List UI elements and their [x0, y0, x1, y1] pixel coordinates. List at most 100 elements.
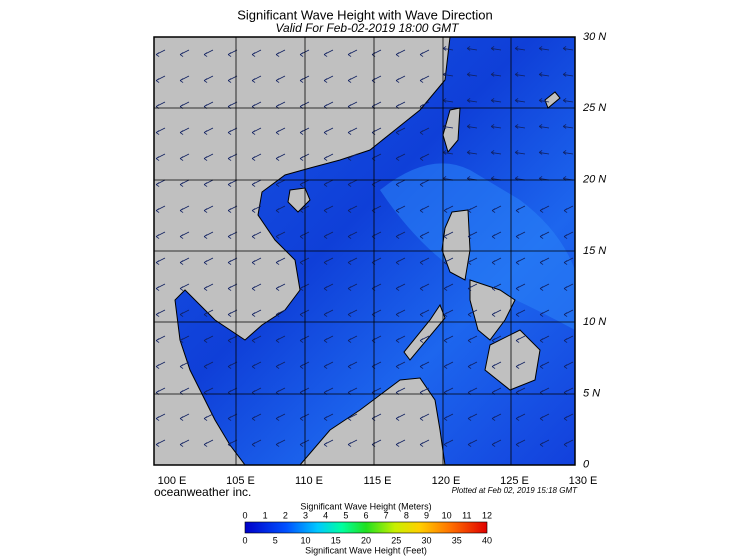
arrow — [179, 49, 190, 57]
feet-tick: 40 — [482, 535, 492, 545]
arrow — [515, 413, 526, 421]
arrow — [203, 283, 214, 291]
arrow — [395, 179, 406, 187]
arrow — [347, 75, 358, 83]
arrow — [562, 150, 574, 155]
lon-label: 105 E — [226, 475, 255, 487]
arrow — [563, 283, 574, 291]
arrow — [275, 257, 286, 265]
arrow — [227, 127, 238, 135]
arrow — [539, 283, 550, 291]
arrow — [275, 75, 286, 83]
arrow — [227, 205, 238, 213]
arrow — [299, 309, 310, 317]
arrow — [347, 231, 358, 239]
arrow — [539, 335, 550, 343]
meters-tick: 4 — [323, 510, 328, 520]
arrow — [467, 335, 478, 343]
arrow — [227, 413, 238, 421]
lat-label: 10 N — [583, 316, 606, 328]
arrow — [395, 127, 406, 135]
arrow — [514, 72, 526, 77]
arrow — [323, 127, 334, 135]
arrow — [227, 179, 238, 187]
arrow — [299, 257, 310, 265]
arrow — [323, 205, 334, 213]
arrow — [227, 361, 238, 369]
arrow — [539, 309, 550, 317]
arrow — [419, 283, 430, 291]
arrow — [251, 309, 262, 317]
arrow — [442, 150, 454, 155]
arrow — [227, 283, 238, 291]
meters-tick: 9 — [424, 510, 429, 520]
arrow — [563, 205, 574, 213]
arrow — [179, 257, 190, 265]
meters-tick: 0 — [242, 510, 247, 520]
meters-tick: 6 — [363, 510, 368, 520]
arrow — [299, 231, 310, 239]
arrow — [299, 335, 310, 343]
arrow — [538, 72, 550, 77]
arrow — [203, 153, 214, 161]
arrow — [251, 49, 262, 57]
arrow — [203, 205, 214, 213]
arrow — [323, 335, 334, 343]
arrow — [251, 205, 262, 213]
arrow — [467, 439, 478, 447]
arrow — [347, 49, 358, 57]
arrow — [490, 150, 502, 155]
arrow — [299, 413, 310, 421]
lat-label: 20 N — [582, 174, 606, 186]
arrow — [419, 439, 430, 447]
arrow — [155, 179, 166, 187]
arrow — [467, 231, 478, 239]
arrow — [371, 49, 382, 57]
arrow — [442, 46, 454, 51]
meters-tick: 1 — [263, 510, 268, 520]
arrow — [539, 439, 550, 447]
swell — [380, 163, 575, 330]
arrow — [251, 231, 262, 239]
arrow — [179, 153, 190, 161]
arrow — [539, 257, 550, 265]
arrow — [323, 153, 334, 161]
arrow — [155, 153, 166, 161]
feet-tick: 5 — [273, 535, 278, 545]
lat-label: 25 N — [582, 102, 606, 114]
arrow — [515, 205, 526, 213]
arrow — [227, 153, 238, 161]
arrow — [466, 124, 478, 129]
arrow — [227, 75, 238, 83]
lon-label: 110 E — [295, 475, 323, 487]
arrow — [203, 231, 214, 239]
arrow — [203, 127, 214, 135]
arrow — [443, 283, 454, 291]
arrow — [155, 257, 166, 265]
arrow — [539, 231, 550, 239]
arrow — [251, 179, 262, 187]
map — [154, 37, 575, 465]
arrow — [562, 124, 574, 129]
arrow — [371, 439, 382, 447]
arrow — [442, 72, 454, 77]
lon-label: 120 E — [432, 475, 461, 487]
arrow — [491, 335, 502, 343]
arrow — [562, 98, 574, 103]
arrow — [539, 361, 550, 369]
land — [154, 37, 561, 465]
arrow — [466, 46, 478, 51]
arrow — [514, 124, 526, 129]
lon-label: 130 E — [569, 475, 598, 487]
arrow — [514, 98, 526, 103]
arrow — [203, 361, 214, 369]
arrow — [347, 179, 358, 187]
arrow — [371, 127, 382, 135]
subtitle: Valid For Feb-02-2019 18:00 GMT — [276, 21, 461, 35]
arrow — [419, 257, 430, 265]
lon-label: 115 E — [364, 475, 392, 487]
arrow — [179, 127, 190, 135]
meters-tick: 8 — [404, 510, 409, 520]
arrow — [227, 257, 238, 265]
lon-label: 100 E — [158, 475, 187, 487]
